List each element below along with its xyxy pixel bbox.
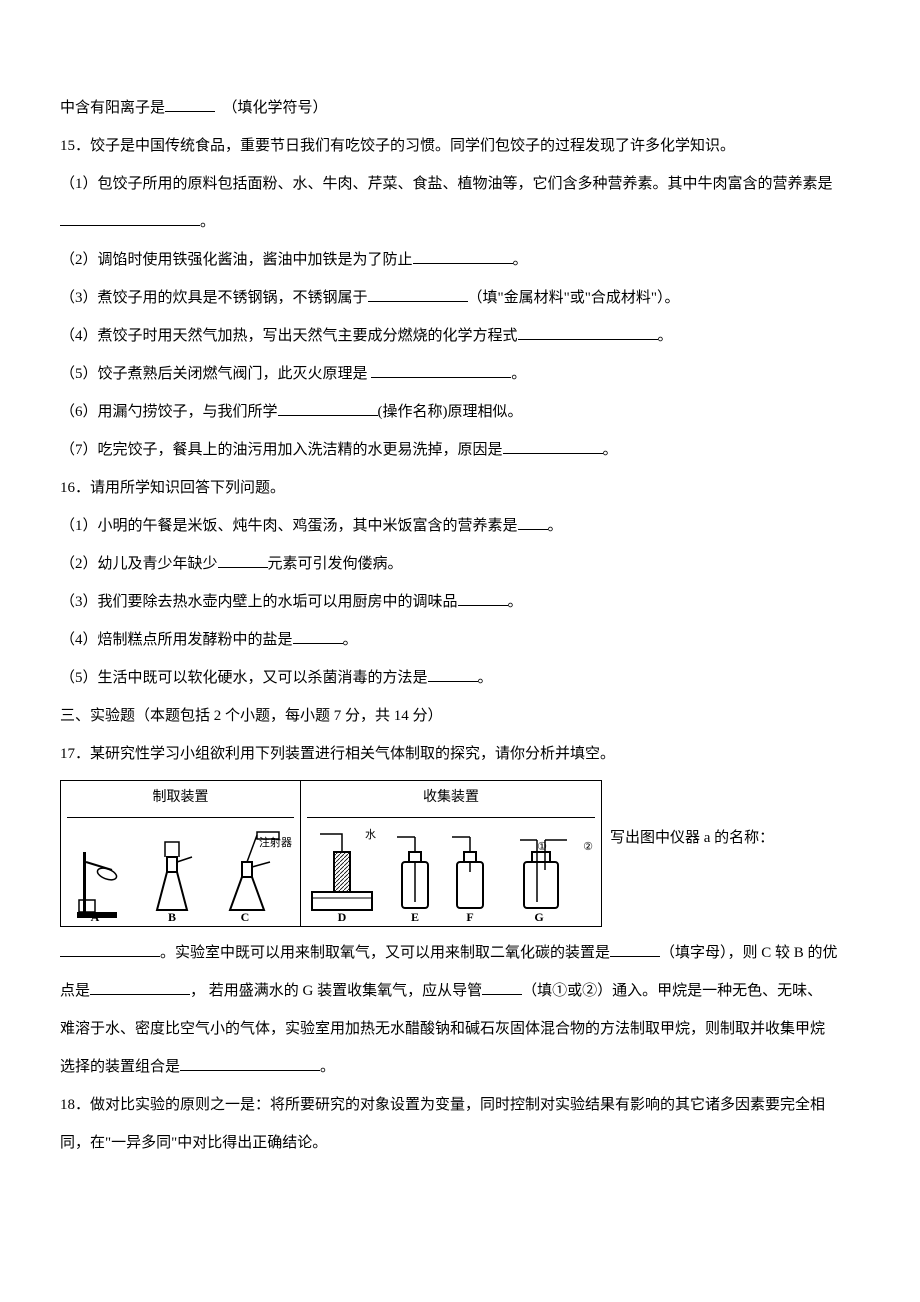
blank (518, 515, 548, 530)
q16-p5-b: 。 (478, 670, 493, 686)
q15-p4-b: 。 (658, 328, 673, 344)
q17-l3a: 点是 (60, 983, 90, 999)
blank (428, 667, 478, 682)
q15-p4: （4）煮饺子时用天然气加热，写出天然气主要成分燃烧的化学方程式 。 (60, 318, 860, 354)
q18-line2: 同，在"一异多同"中对比得出正确结论。 (60, 1125, 860, 1161)
q15-p6-a: （6）用漏勺捞饺子，与我们所学 (60, 404, 278, 420)
label-A: A (91, 910, 100, 922)
q15-p6: （6）用漏勺捞饺子，与我们所学 (操作名称)原理相似。 (60, 394, 860, 430)
blank (371, 363, 511, 378)
label-F: F (466, 910, 473, 922)
blank (518, 325, 658, 340)
q15-p5-b: 。 (511, 366, 526, 382)
q15-p5-a: （5）饺子煮熟后关闭燃气阀门，此灭火原理是 (60, 366, 371, 382)
q15-p1-b: 。 (200, 214, 215, 230)
q16-p3-a: （3）我们要除去热水壶内壁上的水垢可以用厨房中的调味品 (60, 594, 458, 610)
annot-circ2: ② (583, 834, 593, 860)
q16-p1-b: 。 (548, 518, 563, 534)
blank (218, 553, 268, 568)
q17-line5: 选择的装置组合是 。 (60, 1049, 860, 1085)
q15-p6-b: (操作名称)原理相似。 (378, 404, 523, 420)
q15-p7-b: 。 (603, 442, 618, 458)
q16-p1-a: （1）小明的午餐是米饭、炖牛肉、鸡蛋汤，其中米饭富含的营养素是 (60, 518, 518, 534)
blank (180, 1056, 320, 1071)
q15-p2-b: 。 (513, 252, 528, 268)
blank (60, 942, 160, 957)
q17-line2: 。实验室中既可以用来制取氧气，又可以用来制取二氧化碳的装置是 （填字母），则 C … (60, 935, 860, 971)
blank (60, 211, 200, 226)
q16-p3: （3）我们要除去热水壶内壁上的水垢可以用厨房中的调味品 。 (60, 584, 860, 620)
q16-p5: （5）生活中既可以软化硬水，又可以杀菌消毒的方法是 。 (60, 660, 860, 696)
q15-p3: （3）煮饺子用的炊具是不锈钢锅，不锈钢属于 （填"金属材料"或"合成材料"）。 (60, 280, 860, 316)
section3-header: 三、实验题（本题包括 2 个小题，每小题 7 分，共 14 分） (60, 698, 860, 734)
q17-l5b: 。 (320, 1059, 335, 1075)
q17-figure-row: 制取装置 注射器 A (60, 780, 860, 927)
label-E: E (411, 910, 419, 922)
q15-p2-a: （2）调馅时使用铁强化酱油，酱油中加铁是为了防止 (60, 252, 413, 268)
q15-p1: （1）包饺子所用的原料包括面粉、水、牛肉、芹菜、食盐、植物油等，它们含多种营养素… (60, 166, 860, 202)
q15-p7: （7）吃完饺子，餐具上的油污用加入洗洁精的水更易洗掉，原因是 。 (60, 432, 860, 468)
blank (90, 980, 190, 995)
q17-l3c: （填①或②）通入。甲烷是一种无色、无味、 (522, 983, 822, 999)
fig-left-label: 制取装置 (67, 781, 294, 818)
label-B: B (168, 910, 176, 922)
q15-intro: 15．饺子是中国传统食品，重要节日我们有吃饺子的习惯。同学们包饺子的过程发现了许… (60, 128, 860, 164)
q17-intro: 17．某研究性学习小组欲利用下列装置进行相关气体制取的探究，请你分析并填空。 (60, 736, 860, 772)
label-D: D (338, 910, 347, 922)
q17-l2b: （填字母），则 C 较 B 的优 (660, 945, 838, 961)
q14-text-a: 中含有阳离子是 (60, 100, 165, 116)
q17-l5a: 选择的装置组合是 (60, 1059, 180, 1075)
q16-p4-b: 。 (343, 632, 358, 648)
blank (413, 249, 513, 264)
q16-p1: （1）小明的午餐是米饭、炖牛肉、鸡蛋汤，其中米饭富含的营养素是 。 (60, 508, 860, 544)
q15-p3-a: （3）煮饺子用的炊具是不锈钢锅，不锈钢属于 (60, 290, 368, 306)
q14-text-b: （填化学符号） (223, 100, 328, 116)
q15-p4-a: （4）煮饺子时用天然气加热，写出天然气主要成分燃烧的化学方程式 (60, 328, 518, 344)
q16-intro: 16．请用所学知识回答下列问题。 (60, 470, 860, 506)
q18-line1: 18．做对比实验的原则之一是：将所要研究的对象设置为变量，同时控制对实验结果有影… (60, 1087, 860, 1123)
fig-right-label: 收集装置 (307, 781, 595, 818)
blank (458, 591, 508, 606)
q15-p2: （2）调馅时使用铁强化酱油，酱油中加铁是为了防止 。 (60, 242, 860, 278)
q16-p2: （2）幼儿及青少年缺少 元素可引发佝偻病。 (60, 546, 860, 582)
blank (165, 97, 215, 112)
q16-p4-a: （4）焙制糕点所用发酵粉中的盐是 (60, 632, 293, 648)
annot-zhushe: 注射器 (259, 830, 292, 856)
q15-p5: （5）饺子煮熟后关闭燃气阀门，此灭火原理是 。 (60, 356, 860, 392)
q16-p3-b: 。 (508, 594, 523, 610)
annot-circ1: ① (537, 834, 547, 860)
q17-l3b: ， 若用盛满水的 G 装置收集氧气，应从导管 (190, 983, 482, 999)
blank (293, 629, 343, 644)
q15-p1-blank: 。 (60, 204, 860, 240)
q16-p5-a: （5）生活中既可以软化硬水，又可以杀菌消毒的方法是 (60, 670, 428, 686)
blank (368, 287, 468, 302)
q15-p3-b: （填"金属材料"或"合成材料"）。 (468, 290, 680, 306)
q17-line4: 难溶于水、密度比空气小的气体，实验室用加热无水醋酸钠和碱石灰固体混合物的方法制取… (60, 1011, 860, 1047)
q15-p7-a: （7）吃完饺子，餐具上的油污用加入洗洁精的水更易洗掉，原因是 (60, 442, 503, 458)
q17-line3: 点是 ， 若用盛满水的 G 装置收集氧气，应从导管 （填①或②）通入。甲烷是一种无色… (60, 973, 860, 1009)
annot-water: 水 (365, 822, 376, 848)
label-G: G (534, 910, 543, 922)
q16-p2-b: 元素可引发佝偻病。 (268, 556, 403, 572)
q16-p4: （4）焙制糕点所用发酵粉中的盐是 。 (60, 622, 860, 658)
apparatus-right-svg: D E (307, 822, 595, 922)
blank (278, 401, 378, 416)
q16-p2-a: （2）幼儿及青少年缺少 (60, 556, 218, 572)
q14-tail: 中含有阳离子是 （填化学符号） (60, 90, 860, 126)
q17-l2a: 。实验室中既可以用来制取氧气，又可以用来制取二氧化碳的装置是 (160, 945, 610, 961)
q17-side-text: 写出图中仪器 a 的名称： (602, 780, 774, 856)
blank (503, 439, 603, 454)
label-C: C (241, 910, 250, 922)
blank (610, 942, 660, 957)
q15-p1-a: （1）包饺子所用的原料包括面粉、水、牛肉、芹菜、食盐、植物油等，它们含多种营养素… (60, 176, 833, 192)
blank (482, 980, 522, 995)
